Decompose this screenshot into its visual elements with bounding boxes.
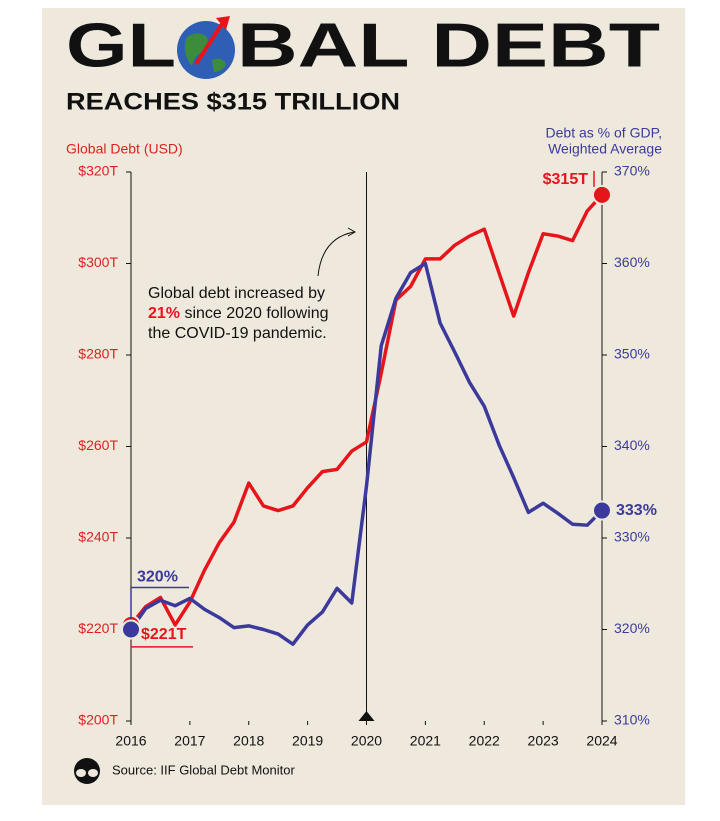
value-label: $315T (543, 171, 589, 188)
x-tick-label: 2017 (174, 733, 205, 749)
x-tick-label: 2023 (528, 733, 559, 749)
y2-tick-label: 360% (614, 254, 650, 270)
value-label: 320% (137, 569, 178, 586)
y2-tick-label: 320% (614, 620, 650, 636)
y-tick-label: $240T (78, 529, 118, 545)
x-tick-label: 2016 (115, 733, 146, 749)
y-tick-label: $260T (78, 437, 118, 453)
annotation: since 2020 following (180, 305, 329, 322)
annotation: 21% since 2020 following (148, 305, 329, 322)
label-bracket (130, 586, 189, 620)
end-point (121, 619, 141, 640)
annotation: Global debt increased by (148, 285, 325, 302)
y-axis-label: Global Debt (USD) (66, 141, 183, 157)
series-line (129, 193, 604, 627)
y2-tick-label: 370% (614, 163, 650, 179)
x-tick-label: 2024 (586, 733, 617, 749)
y-tick-label: $320T (78, 163, 118, 179)
annotation-arrow (317, 231, 355, 277)
x-tick-label: 2021 (410, 733, 441, 749)
chart-subtitle: REACHES $315 TRILLION (66, 88, 400, 115)
value-label: $221T (141, 626, 187, 643)
source-icon (74, 758, 100, 784)
series-line (129, 261, 604, 646)
panel (42, 8, 685, 805)
source: Source: IIF Global Debt Monitor (112, 762, 295, 777)
annotation-arrow (347, 227, 357, 237)
end-point (592, 500, 612, 521)
value-label: 333% (616, 502, 657, 519)
chart-title: GL (66, 11, 176, 80)
y2-axis-label: Weighted Average (548, 141, 662, 157)
y2-tick-label: 350% (614, 346, 650, 362)
y-tick-label: $280T (78, 346, 118, 362)
marker-triangle (358, 711, 375, 721)
annotation-highlight: 21% (148, 305, 180, 322)
x-tick-label: 2019 (292, 733, 323, 749)
y2-tick-label: 310% (614, 712, 650, 728)
end-point (592, 184, 612, 205)
chart-title: BAL DEBT (237, 11, 660, 80)
y2-tick-label: 330% (614, 529, 650, 545)
y2-axis-label: Debt as % of GDP, (546, 125, 662, 141)
y-tick-label: $220T (78, 620, 118, 636)
x-tick-label: 2020 (351, 733, 382, 749)
x-tick-label: 2018 (233, 733, 264, 749)
y-tick-label: $200T (78, 712, 118, 728)
annotation: the COVID-19 pandemic. (148, 325, 327, 342)
x-tick-label: 2022 (469, 733, 500, 749)
y-tick-label: $300T (78, 254, 118, 270)
globe-icon (177, 16, 235, 79)
y2-tick-label: 340% (614, 437, 650, 453)
